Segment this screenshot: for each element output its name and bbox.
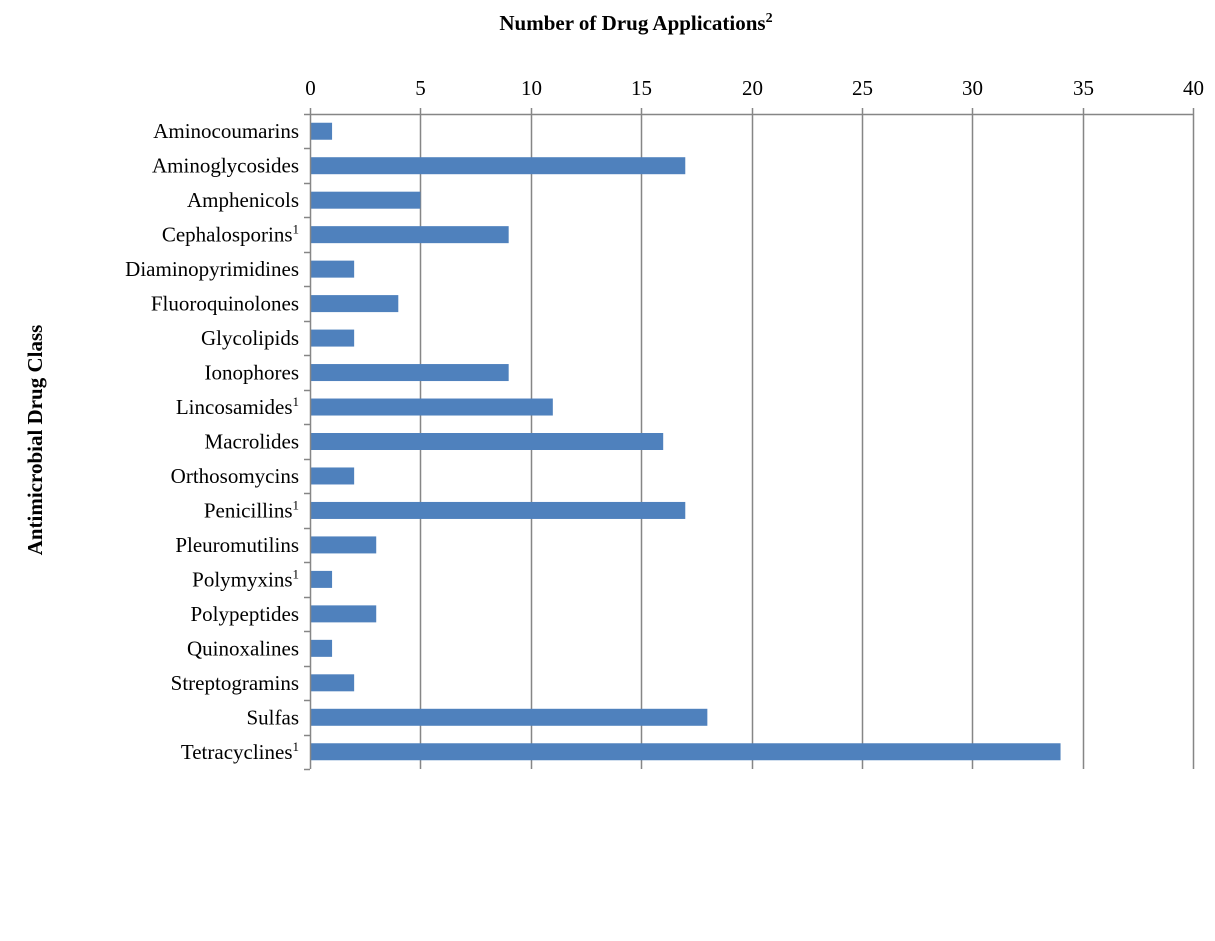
category-label-aminoglycosides: Aminoglycosides xyxy=(152,154,299,178)
bar-polymyxins xyxy=(311,570,333,588)
category-label-streptogramins: Streptogramins xyxy=(171,671,299,695)
category-label-penicillins: Penicillins1 xyxy=(204,497,299,522)
category-label-quinoxalines: Quinoxalines xyxy=(187,636,299,660)
bar-diaminopyrimidines xyxy=(311,260,355,278)
category-label-diaminopyrimidines: Diaminopyrimidines xyxy=(125,257,299,281)
x-tick-label-30: 30 xyxy=(962,76,983,100)
x-axis-title: Number of Drug Applications2 xyxy=(499,11,772,35)
x-axis-title-superscript: 2 xyxy=(766,11,773,26)
category-label-orthosomycins: Orthosomycins xyxy=(171,464,299,488)
category-label-tetracyclines: Tetracyclines1 xyxy=(181,739,299,764)
bars xyxy=(311,122,1061,761)
category-label-macrolides: Macrolides xyxy=(205,430,299,454)
bar-lincosamides xyxy=(311,398,553,416)
bar-pleuromutilins xyxy=(311,536,377,554)
x-tick-label-10: 10 xyxy=(521,76,542,100)
bar-amphenicols xyxy=(311,191,421,209)
bar-sulfas xyxy=(311,708,708,726)
x-axis-title-text: Number of Drug Applications xyxy=(499,11,765,35)
bar-cephalosporins xyxy=(311,226,509,244)
bar-orthosomycins xyxy=(311,467,355,485)
labels: 0 5 10 15 20 25 30 35 40 Aminocoumarins Aminoglyco… xyxy=(125,76,1204,764)
bar-polypeptides xyxy=(311,605,377,623)
x-tick-label-35: 35 xyxy=(1073,76,1094,100)
category-label-amphenicols: Amphenicols xyxy=(187,188,299,212)
category-label-fluoroquinolones: Fluoroquinolones xyxy=(151,292,299,316)
category-label-glycolipids: Glycolipids xyxy=(201,326,299,350)
category-label-sulfas: Sulfas xyxy=(247,705,300,729)
category-label-pleuromutilins: Pleuromutilins xyxy=(175,533,299,557)
bar-glycolipids xyxy=(311,329,355,347)
bar-aminoglycosides xyxy=(311,157,686,175)
x-tick-label-20: 20 xyxy=(742,76,763,100)
bar-penicillins xyxy=(311,501,686,519)
x-tick-label-0: 0 xyxy=(305,76,316,100)
x-tick-label-25: 25 xyxy=(852,76,873,100)
category-label-cephalosporins: Cephalosporins1 xyxy=(162,222,299,247)
bar-fluoroquinolones xyxy=(311,295,399,313)
bar-macrolides xyxy=(311,433,664,450)
x-tick-label-40: 40 xyxy=(1183,76,1204,100)
category-label-polymyxins: Polymyxins1 xyxy=(192,566,299,591)
bar-ionophores xyxy=(311,364,509,382)
bar-aminocoumarins xyxy=(311,122,333,140)
x-tick-label-15: 15 xyxy=(631,76,652,100)
category-label-aminocoumarins: Aminocoumarins xyxy=(153,119,299,143)
y-axis-title: Antimicrobial Drug Class xyxy=(23,325,47,556)
bar-streptogramins xyxy=(311,674,355,692)
category-label-lincosamides: Lincosamides1 xyxy=(176,394,299,419)
category-label-ionophores: Ionophores xyxy=(205,361,299,385)
category-label-polypeptides: Polypeptides xyxy=(191,602,300,626)
bar-tetracyclines xyxy=(311,743,1061,761)
x-tick-label-5: 5 xyxy=(415,76,426,100)
bar-quinoxalines xyxy=(311,639,333,657)
axes xyxy=(304,108,1195,771)
